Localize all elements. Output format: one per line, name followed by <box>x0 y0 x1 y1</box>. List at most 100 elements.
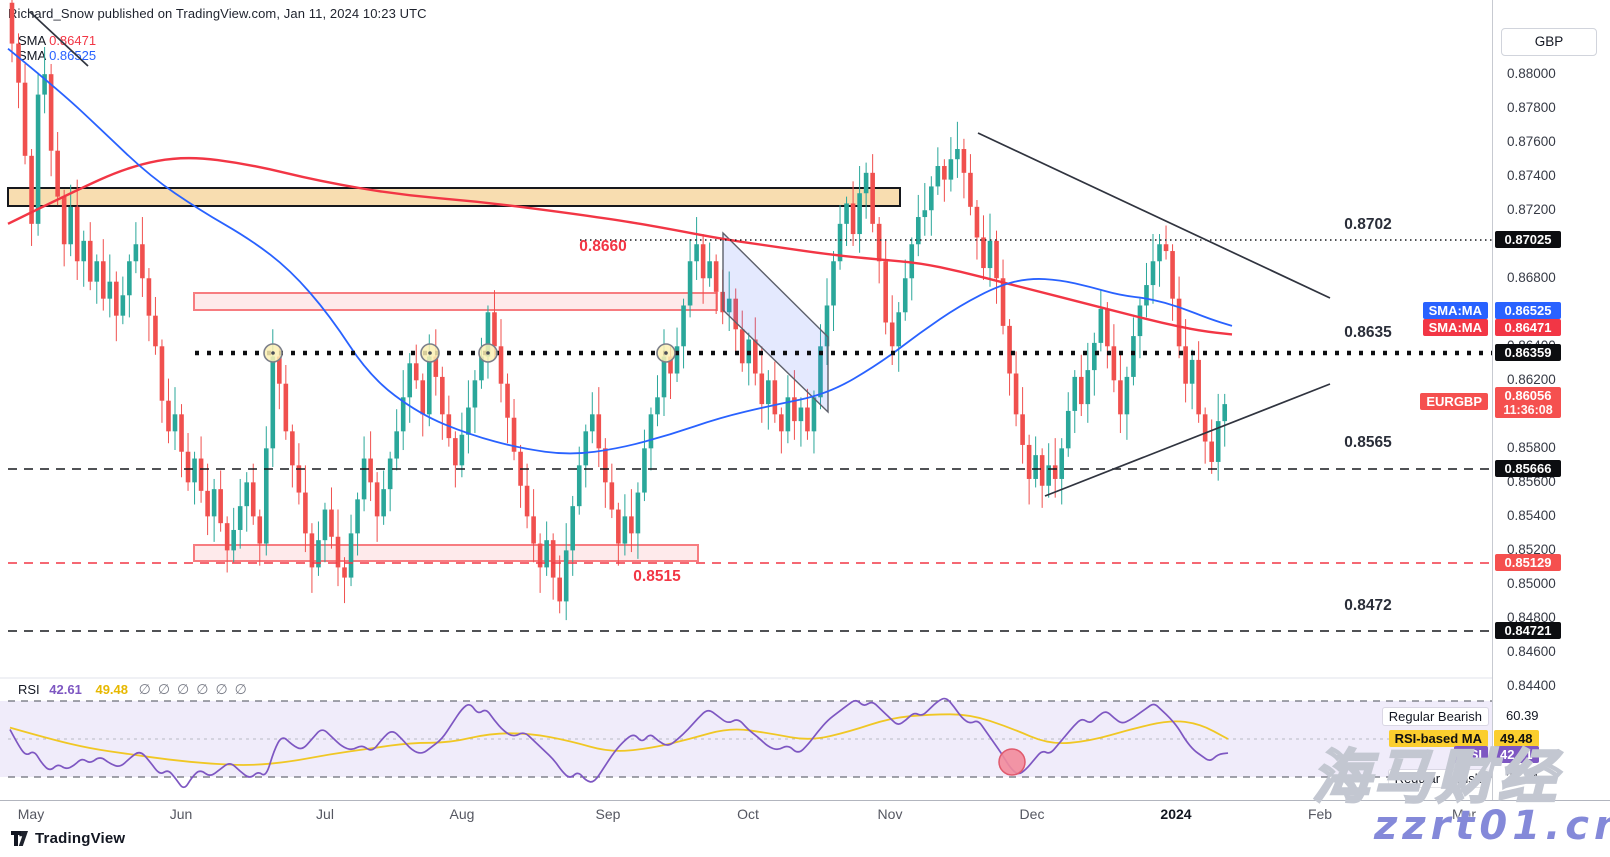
price-badge-value: 0.87025 <box>1504 232 1552 247</box>
price-badge: 0.87025 <box>1495 231 1561 248</box>
price-tick: 0.85800 <box>1507 440 1556 455</box>
rsi-scale-value: 42.61 <box>1494 746 1539 763</box>
hidden-input-icon[interactable]: ∅ <box>177 681 190 697</box>
hidden-input-icon[interactable]: ∅ <box>157 681 171 697</box>
rsi-ma-value: 49.48 <box>95 682 129 697</box>
hidden-input-icon[interactable]: ∅ <box>196 681 209 697</box>
price-tick: 0.86800 <box>1507 270 1556 285</box>
rsi-label: RSI <box>18 682 40 697</box>
level-label: 0.8565 <box>1344 434 1392 451</box>
price-tick: 0.85600 <box>1507 474 1556 489</box>
price-tick: 0.85000 <box>1507 576 1556 591</box>
price-tick: 0.87600 <box>1507 134 1556 149</box>
price-tick: 0.86200 <box>1507 372 1556 387</box>
symbol-price-pill: EURGBP <box>1420 393 1488 410</box>
rsi-scale-value: 26.64 <box>1506 770 1539 785</box>
sma-label: SMA <box>18 48 46 63</box>
month-label: Sep <box>595 806 621 822</box>
currency-unit-button[interactable]: GBP <box>1501 28 1597 56</box>
topleft-segment[interactable] <box>29 11 89 67</box>
month-label: Nov <box>877 806 903 822</box>
price-tick: 0.85200 <box>1507 542 1556 557</box>
triangle-lower[interactable] <box>1044 383 1331 497</box>
price-tick: 0.87400 <box>1507 168 1556 183</box>
price-badge-value: 0.86525 <box>1504 303 1552 318</box>
rsi-scale-pill: RSI <box>1454 746 1488 763</box>
sma-legend-row-slow: SMA 0.86471 <box>18 33 96 48</box>
sma-value: 0.86525 <box>49 48 97 63</box>
price-badge-value: 0.85129 <box>1504 555 1552 570</box>
month-label: Jun <box>169 806 193 822</box>
tradingview-logo-icon <box>11 831 28 846</box>
hidden-input-icon[interactable]: ∅ <box>234 681 247 697</box>
triangle-upper[interactable] <box>977 132 1331 299</box>
hidden-source-icons: ∅ ∅ ∅ ∅ ∅ ∅ <box>132 681 247 697</box>
month-label: Dec <box>1019 806 1045 822</box>
month-label: Aug <box>449 806 475 822</box>
price-badge: 0.86471 <box>1495 319 1561 336</box>
level-label: 0.8472 <box>1344 597 1391 614</box>
level-label: 0.8635 <box>1344 324 1392 341</box>
rsi-scale-pill: Regular Bullish <box>1388 770 1488 787</box>
price-badge: 0.84721 <box>1495 622 1561 639</box>
price-tick: 0.87200 <box>1507 202 1556 217</box>
tradingview-attribution[interactable]: TradingView <box>10 829 125 848</box>
sma-label: SMA <box>18 33 46 48</box>
price-tick: 0.84400 <box>1507 678 1556 693</box>
sma-legend: SMA 0.86471 SMA 0.86525 <box>18 33 96 63</box>
candlestick-series <box>9 0 1228 621</box>
supply-zone-0.8725 <box>7 187 901 207</box>
price-badge-value: 0.85666 <box>1504 461 1552 476</box>
tradingview-logo-text: TradingView <box>35 830 126 847</box>
price-badge-value: 0.84721 <box>1504 623 1552 638</box>
month-label: Jul <box>316 806 334 822</box>
price-tick: 0.87800 <box>1507 100 1556 115</box>
price-scale[interactable]: GBP 0.88000 0.87800 0.87600 0.87400 0.87200 0… <box>1492 0 1610 800</box>
level-label: 0.8702 <box>1344 216 1391 233</box>
horizontal-levels: 0.8702 0.8635 0.8565 0.8472 0.8660 0.8515 <box>8 216 1492 632</box>
attribution-text: Richard_Snow published on TradingView.co… <box>8 6 427 21</box>
time-axis[interactable]: May Jun Jul Aug Sep Oct Nov Dec 2024 Feb Mar <box>0 800 1610 827</box>
month-label: Mar <box>1451 806 1477 822</box>
indicator-pill: SMA:MA <box>1422 319 1488 336</box>
rsi-value: 42.61 <box>49 682 82 697</box>
rsi-scale-value: 60.39 <box>1506 708 1539 723</box>
price-badge-value: 0.86471 <box>1504 320 1552 335</box>
price-badge: 0.85129 <box>1495 554 1561 571</box>
support-zone-0.8515 <box>193 544 699 562</box>
month-label: Oct <box>737 806 759 822</box>
price-zones <box>7 187 901 562</box>
price-tick: 0.84600 <box>1507 644 1556 659</box>
price-tick: 0.85400 <box>1507 508 1556 523</box>
event-markers <box>263 343 676 363</box>
rsi-scale-value: 49.48 <box>1494 730 1539 747</box>
month-label: Feb <box>1307 806 1333 822</box>
rsi-divergence-circle[interactable] <box>998 748 1026 776</box>
countdown-timer: 11:36:08 <box>1503 403 1553 417</box>
price-tick: 0.84800 <box>1507 610 1556 625</box>
sma-legend-row-fast: SMA 0.86525 <box>18 48 96 63</box>
sma-value: 0.86471 <box>49 33 97 48</box>
indicator-pill: SMA:MA <box>1422 302 1488 319</box>
rsi-line <box>9 697 1229 789</box>
hidden-input-icon[interactable]: ∅ <box>215 681 228 697</box>
zone-label: 0.8660 <box>579 238 626 255</box>
rsi-pane <box>0 677 1492 789</box>
hidden-input-icon[interactable]: ∅ <box>138 681 151 697</box>
month-label: 2024 <box>1160 806 1192 822</box>
price-badge: 0.86525 <box>1495 302 1561 319</box>
price-badge: 0.86359 <box>1495 344 1561 361</box>
price-badge: 0.86056 11:36:08 <box>1495 387 1561 418</box>
rsi-scale-pill: Regular Bearish <box>1382 708 1488 725</box>
price-badge-value: 0.86359 <box>1504 345 1552 360</box>
zone-label: 0.8515 <box>633 568 681 585</box>
rsi-indicator-legend: RSI 42.61 49.48 ∅ ∅ ∅ ∅ ∅ ∅ <box>18 681 247 698</box>
resistance-zone-0.8660 <box>193 292 718 311</box>
flag-channel <box>722 231 829 414</box>
month-label: May <box>17 806 45 822</box>
sma-fast-line <box>7 47 1233 455</box>
price-badge: 0.85666 <box>1495 460 1561 477</box>
price-badge-value: 0.86056 <box>1504 388 1552 403</box>
